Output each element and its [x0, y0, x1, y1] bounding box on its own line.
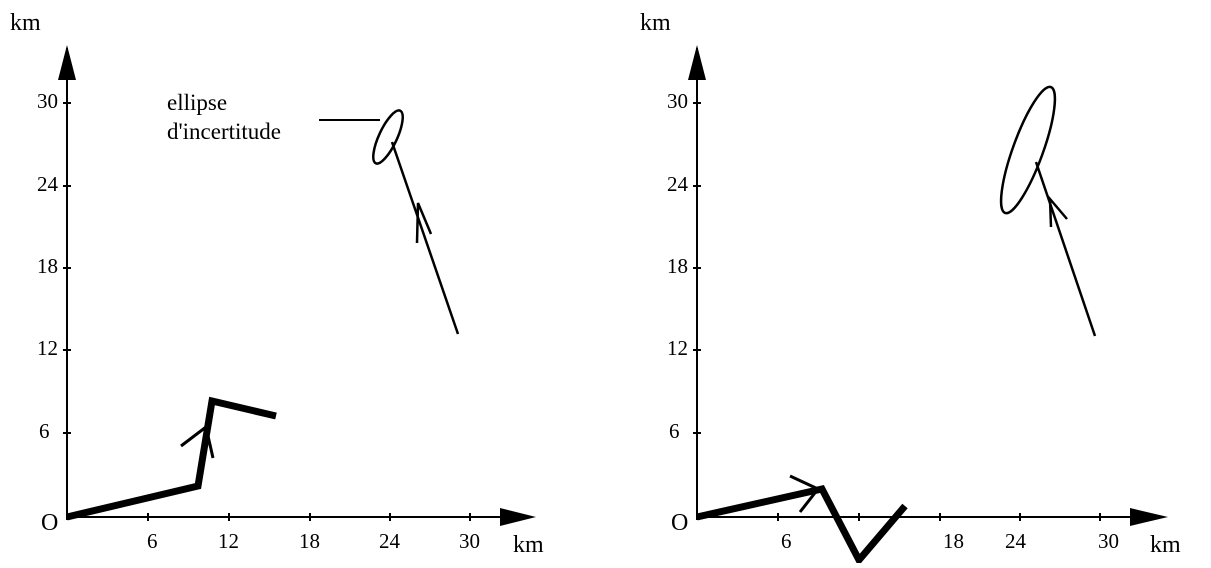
right-origin-label: O: [671, 510, 688, 536]
left-thick-track: [66, 396, 277, 521]
left-axes: 30 24 18 12 6 6 12 18 24 30: [10, 10, 544, 558]
left-x-axis-arrowhead: [500, 508, 536, 526]
left-panel: 30 24 18 12 6 6 12 18 24 30: [10, 10, 544, 558]
right-x-tick-label: 30: [1098, 529, 1119, 553]
right-panel: 30 24 18 12 6 6 18 24 30 km: [640, 10, 1181, 567]
left-thick-track-arrow: [180, 424, 215, 459]
left-x-tick-label: 6: [147, 529, 158, 553]
right-x-tick-label: 18: [943, 529, 964, 553]
right-y-tick-label: 30: [667, 89, 688, 113]
left-x-tick-label: 30: [459, 529, 480, 553]
left-y-tick-label: 12: [37, 336, 58, 360]
left-annotation-line1: ellipse: [167, 90, 227, 115]
left-y-tick-label: 6: [39, 419, 50, 443]
right-tracks: [696, 85, 1097, 567]
right-y-ticks: 30 24 18 12 6: [667, 89, 701, 443]
right-thick-track-arrow: [789, 474, 821, 513]
right-y-axis-unit: km: [640, 10, 671, 36]
left-x-ticks: 6 12 18 24 30: [147, 513, 480, 553]
left-y-axis-unit: km: [10, 10, 41, 36]
left-thin-track-arrow: [415, 202, 433, 244]
right-thick-track: [696, 484, 908, 567]
right-thin-track: [1034, 161, 1097, 337]
right-uncertainty-ellipse: [999, 85, 1057, 215]
left-y-tick-label: 18: [37, 254, 58, 278]
right-y-tick-label: 12: [667, 336, 688, 360]
left-annotation-line2: d'incertitude: [167, 119, 281, 144]
right-axes: 30 24 18 12 6 6 18 24 30 km: [640, 10, 1181, 558]
left-x-tick-label: 24: [379, 529, 401, 553]
left-x-tick-label: 12: [218, 529, 239, 553]
left-x-axis-unit: km: [513, 532, 544, 558]
left-thin-track: [390, 141, 460, 335]
left-origin-label: O: [41, 510, 58, 536]
left-y-tick-label: 24: [37, 172, 59, 196]
right-y-tick-label: 6: [669, 419, 680, 443]
left-tracks: ellipse d'incertitude: [66, 90, 460, 521]
left-uncertainty-ellipse: [372, 109, 404, 165]
right-x-axis-arrowhead: [1130, 508, 1168, 526]
right-y-tick-label: 18: [667, 254, 688, 278]
right-y-tick-label: 24: [667, 172, 689, 196]
left-y-tick-label: 30: [37, 89, 58, 113]
right-thin-track-arrow: [1048, 195, 1068, 228]
right-x-ticks: 6 18 24 30: [777, 513, 1119, 553]
left-x-tick-label: 18: [299, 529, 320, 553]
right-x-tick-label: 6: [781, 529, 792, 553]
right-x-axis-unit: km: [1150, 532, 1181, 558]
left-y-ticks: 30 24 18 12 6: [37, 89, 71, 443]
right-y-axis-arrowhead: [688, 45, 706, 80]
right-x-tick-label: 24: [1005, 529, 1027, 553]
left-y-axis-arrowhead: [58, 45, 76, 80]
